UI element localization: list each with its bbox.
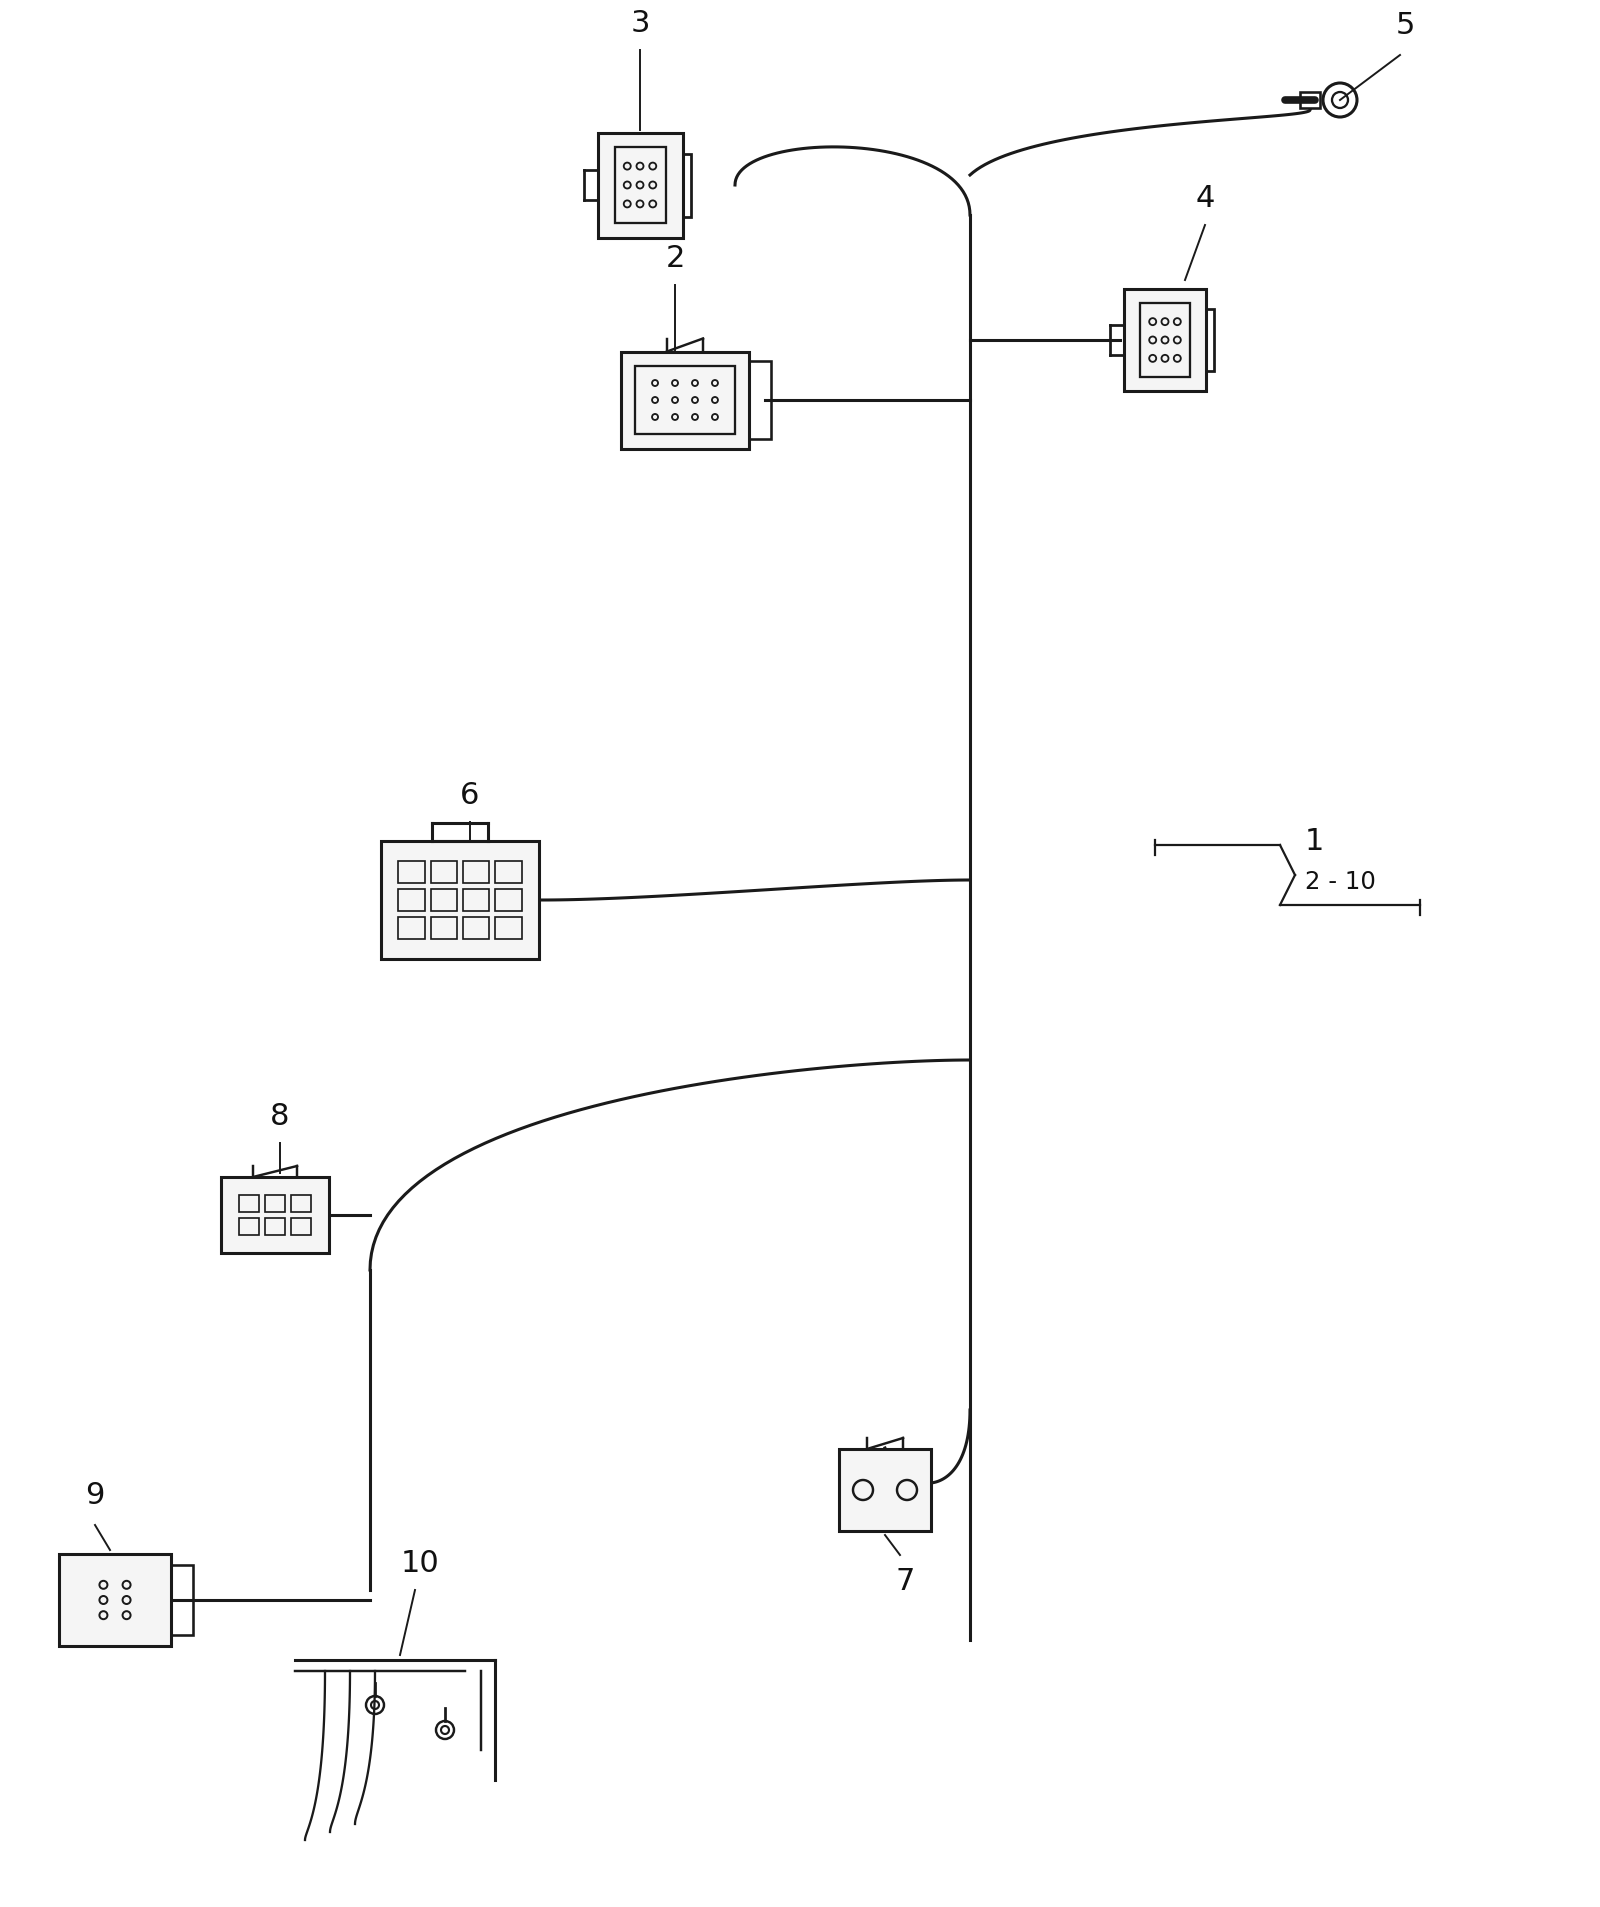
Bar	[496, 860, 522, 883]
Bar	[1170, 309, 1214, 370]
Bar	[398, 860, 424, 883]
Bar	[496, 917, 522, 940]
Text: 4: 4	[1195, 183, 1214, 214]
Text: 3: 3	[630, 10, 650, 38]
Bar	[430, 917, 458, 940]
Text: 1: 1	[1306, 828, 1325, 856]
Bar	[462, 917, 490, 940]
Text: 9: 9	[85, 1482, 104, 1510]
Bar	[1299, 92, 1320, 109]
Text: 8: 8	[270, 1102, 290, 1131]
Bar	[381, 841, 539, 959]
Bar	[266, 1219, 285, 1236]
Bar	[171, 1566, 194, 1634]
Bar	[462, 860, 490, 883]
Bar	[291, 1196, 310, 1213]
Bar	[238, 1196, 259, 1213]
Bar	[621, 351, 749, 448]
Bar	[398, 917, 424, 940]
Bar	[430, 889, 458, 912]
Bar	[1141, 303, 1190, 378]
Bar	[238, 1219, 259, 1236]
Text: 5: 5	[1395, 11, 1414, 40]
Text: 2 - 10: 2 - 10	[1306, 870, 1376, 894]
Text: 6: 6	[461, 782, 480, 810]
Bar	[635, 366, 734, 435]
Bar	[1123, 290, 1206, 391]
Bar	[597, 132, 683, 238]
Bar	[221, 1177, 330, 1253]
Bar	[645, 153, 691, 217]
Bar	[838, 1449, 931, 1531]
Bar	[430, 860, 458, 883]
Text: 10: 10	[400, 1548, 440, 1577]
Bar	[291, 1219, 310, 1236]
Text: 7: 7	[896, 1568, 915, 1596]
Bar	[462, 889, 490, 912]
Bar	[266, 1196, 285, 1213]
Bar	[614, 147, 666, 223]
Bar	[398, 889, 424, 912]
Bar	[59, 1554, 171, 1646]
Text: 2: 2	[666, 244, 685, 273]
Bar	[496, 889, 522, 912]
Bar	[749, 360, 771, 439]
